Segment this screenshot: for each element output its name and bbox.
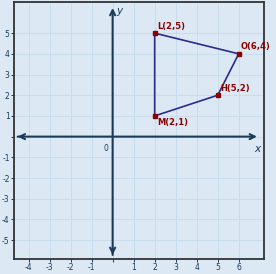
Text: O(6,4): O(6,4)	[241, 42, 270, 51]
Text: x: x	[254, 144, 261, 155]
Text: y: y	[116, 6, 123, 16]
Text: M(2,1): M(2,1)	[157, 118, 188, 127]
Text: 0: 0	[104, 144, 109, 153]
Text: L(2,5): L(2,5)	[157, 22, 185, 31]
Text: H(5,2): H(5,2)	[220, 84, 250, 93]
